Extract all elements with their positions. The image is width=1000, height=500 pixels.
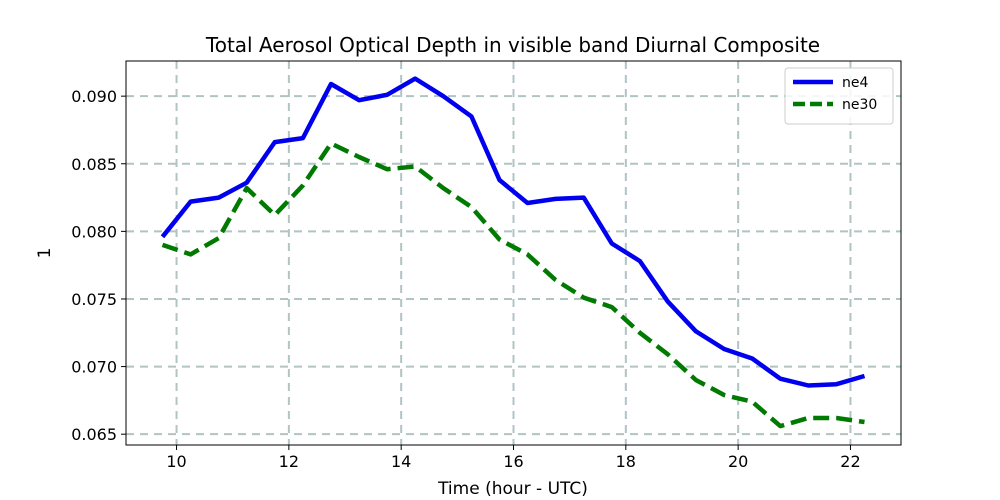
y-tick-label: 0.090 (71, 87, 117, 106)
y-tick-label: 0.075 (71, 290, 117, 309)
x-tick-label: 18 (616, 452, 636, 471)
x-tick-label: 20 (728, 452, 748, 471)
legend-box (784, 67, 894, 125)
y-tick-label: 0.080 (71, 222, 117, 241)
y-axis-ticks: 0.065 0.070 0.075 0.080 0.085 0.090 (71, 87, 126, 444)
x-tick-label: 22 (840, 452, 860, 471)
x-axis-label: Time (hour - UTC) (437, 479, 588, 499)
x-tick-label: 10 (166, 452, 186, 471)
y-axis-label: 1 (35, 248, 55, 259)
series-line-ne30 (161, 141, 865, 429)
x-tick-label: 16 (503, 452, 523, 471)
y-tick-label: 0.070 (71, 358, 117, 377)
series-line-ne4 (160, 76, 866, 388)
legend-label-ne30: ne30 (842, 97, 877, 113)
grid (126, 61, 901, 445)
x-tick-label: 14 (391, 452, 411, 471)
legend: ne4 ne30 (784, 67, 894, 125)
chart-title: Total Aerosol Optical Depth in visible b… (205, 33, 820, 57)
x-tick-label: 12 (279, 452, 299, 471)
legend-label-ne4: ne4 (842, 75, 868, 91)
y-tick-label: 0.065 (71, 425, 117, 444)
x-axis-ticks: 10 12 14 16 18 20 22 (166, 445, 861, 471)
y-tick-label: 0.085 (71, 155, 117, 174)
plot-series (160, 76, 866, 429)
